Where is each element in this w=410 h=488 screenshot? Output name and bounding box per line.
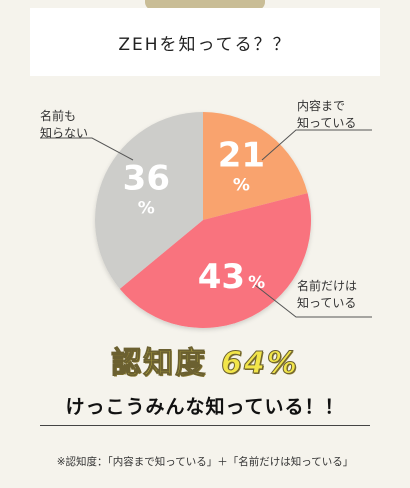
pie-slice-know-name-only <box>119 193 311 329</box>
headline-divider <box>40 425 370 426</box>
slice-value-know-content: 21% <box>218 136 265 196</box>
awareness-label: 認知度 <box>111 346 208 382</box>
awareness-value: 64% <box>221 346 299 382</box>
page-title: ZEHを知ってる？？ <box>118 34 292 55</box>
footnote: ※認知度：「内容まで知っている」＋「名前だけは知っている」 <box>56 456 354 468</box>
leader-line-know-name-only <box>254 284 372 318</box>
pie-slice-dont-know <box>94 112 203 289</box>
leader-line-know-content <box>261 129 372 161</box>
slice-value-know-name-only: 43% <box>198 257 265 297</box>
callout-label-know-name-only: 名前だけは 知っている <box>297 279 358 310</box>
top-tab-decoration <box>145 0 265 10</box>
callout-label-know-content: 内容まで 知っている <box>297 99 357 130</box>
leader-line-dont-know <box>40 137 134 161</box>
title-card: ZEHを知ってる？？ <box>30 8 380 76</box>
awareness-banner: 認知度 64% <box>0 338 410 382</box>
pie-slice-know-content <box>203 112 308 220</box>
headline: けっこうみんな知っている！！ <box>65 396 345 418</box>
slice-value-dont-know: 36% <box>123 158 170 218</box>
callout-label-dont-know: 名前も 知らない <box>40 109 89 140</box>
